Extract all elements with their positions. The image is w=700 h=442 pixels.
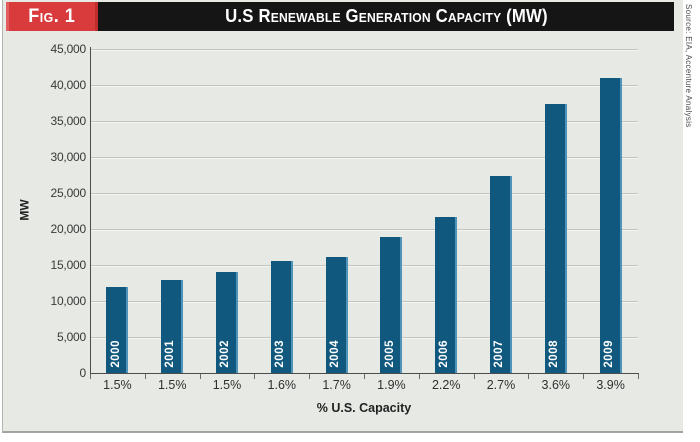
x-tick-label: 1.5% <box>157 378 187 392</box>
y-tick-label: 0 <box>79 366 87 380</box>
x-tick-label: 3.9% <box>596 378 625 392</box>
x-axis-tick <box>528 374 529 379</box>
bar: 2005 <box>380 236 403 373</box>
x-tick-label: 1.9% <box>377 378 406 392</box>
bar-year-label: 2001 <box>164 340 177 368</box>
y-tick-label: 45,000 <box>50 42 86 56</box>
y-axis-line <box>90 47 91 374</box>
bar: 2009 <box>599 77 622 373</box>
y-tick-label: 30,000 <box>50 150 86 164</box>
x-tick-label: 3.6% <box>541 378 571 392</box>
x-axis-tick <box>419 374 420 379</box>
bar-year-label: 2009 <box>602 340 615 368</box>
x-axis-tick <box>309 374 310 379</box>
x-axis-tick <box>583 374 584 379</box>
y-tick-label: 15,000 <box>50 258 86 272</box>
x-axis-tick <box>474 374 475 379</box>
bar-year-label: 2002 <box>219 340 232 368</box>
x-axis-line <box>90 373 639 374</box>
chart-title: U.S Renewable Generation Capacity (MW) <box>224 6 548 26</box>
x-axis-tick <box>364 374 365 379</box>
y-tick-label: 10,000 <box>50 294 86 308</box>
bar-year-label: 2007 <box>493 340 506 368</box>
figure-number-label: Fig. 1 <box>28 5 76 27</box>
bar-year-label: 2005 <box>383 340 396 368</box>
x-axis-tick <box>200 374 201 379</box>
bar: 2000 <box>106 286 129 373</box>
bar: 2007 <box>490 175 512 373</box>
y-tick-label: 25,000 <box>50 186 86 200</box>
bar-year-label: 2003 <box>274 340 287 368</box>
figure-number-badge: Fig. 1 <box>6 2 98 31</box>
bar: 2008 <box>544 104 567 373</box>
chart-title-bar: U.S Renewable Generation Capacity (MW) <box>98 2 674 31</box>
bar: 2002 <box>216 272 238 373</box>
x-axis-tick <box>638 374 639 379</box>
x-tick-label: 1.7% <box>322 378 351 392</box>
x-tick-label: 1.6% <box>267 378 297 392</box>
x-axis-tick <box>90 374 91 379</box>
x-tick-label: 2.7% <box>486 378 516 392</box>
bar: 2001 <box>161 280 184 373</box>
bar-year-label: 2000 <box>109 340 122 368</box>
bar-year-label: 2004 <box>328 340 341 368</box>
y-tick-label: 40,000 <box>50 78 86 92</box>
y-axis-title: MW <box>17 199 32 221</box>
plot-area: 2000 2001 2002 2003 2004 2005 2006 2007 2008 2009 <box>90 49 638 373</box>
bar: 2003 <box>270 261 293 373</box>
bar: 2006 <box>435 216 458 373</box>
x-axis-tick <box>145 374 146 379</box>
figure-header: Fig. 1 U.S Renewable Generation Capacity… <box>6 2 674 31</box>
x-tick-label: 1.5% <box>103 378 132 392</box>
bar: 2004 <box>325 257 348 373</box>
y-tick-label: 20,000 <box>50 222 86 236</box>
x-axis-tick <box>254 374 255 379</box>
y-tick-label: 35,000 <box>50 114 86 128</box>
y-tick-label: 5,000 <box>56 330 86 344</box>
x-axis-title: % U.S. Capacity <box>316 401 412 415</box>
bar-year-label: 2006 <box>438 340 451 368</box>
source-credit: Source: EIA, Accenture Analysis <box>684 4 693 128</box>
x-tick-label: 1.5% <box>212 378 242 392</box>
x-tick-label: 2.2% <box>431 378 461 392</box>
bar-year-label: 2008 <box>548 340 561 368</box>
